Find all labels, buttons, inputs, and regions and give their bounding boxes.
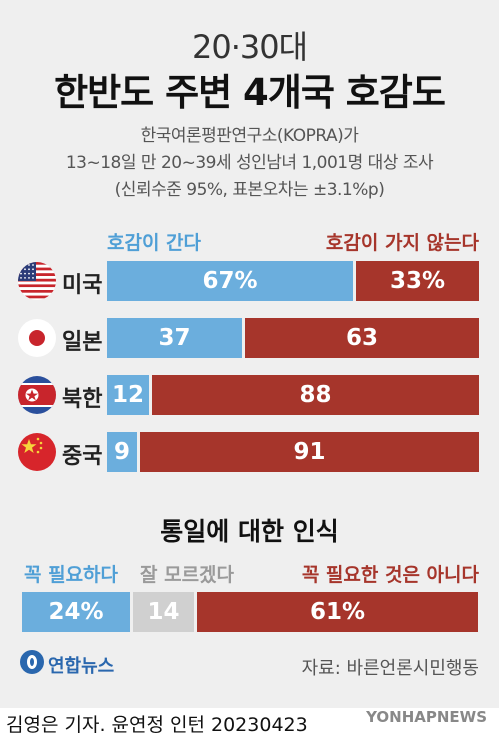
country-bar-row: 9 91 (107, 432, 479, 472)
info-line-3: (신뢰수준 95%, 표본오차는 ±3.1%p) (114, 180, 385, 200)
bar-positive: 37 (107, 318, 242, 358)
bar-negative: 33% (356, 261, 479, 301)
bar-positive: 9 (107, 432, 137, 472)
country-bar-row: 37 63 (107, 318, 479, 358)
country-label: 미국 (62, 273, 103, 298)
info-line-2: 13~18일 만 20~39세 성인남녀 1,001명 대상 조사 (65, 153, 434, 173)
country-bar-row: 67% 33% (107, 261, 479, 301)
source-note: 자료: 바른언론시민행동 (301, 658, 479, 679)
bar-not-necessary: 61% (197, 592, 478, 632)
legend-unsure: 잘 모르겠다 (140, 564, 235, 586)
north-korea-flag-icon (18, 376, 56, 414)
watermark: YONHAPNEWS (366, 708, 487, 726)
unification-bar: 24% 14 61% (22, 592, 478, 632)
legend-positive: 호감이 간다 (107, 232, 202, 254)
china-flag-icon (18, 433, 56, 471)
country-label: 일본 (62, 330, 103, 355)
logo-text: 연합뉴스 (48, 656, 115, 677)
bar-unsure: 14 (133, 592, 194, 632)
info-line-1: 한국여론평판연구소(KOPRA)가 (140, 126, 359, 146)
kicker: 20·30대 (191, 28, 308, 66)
unification-title: 통일에 대한 인식 (160, 517, 339, 546)
bar-positive: 67% (107, 261, 353, 301)
page-title: 한반도 주변 4개국 호감도 (54, 71, 446, 114)
legend-must: 꼭 필요하다 (24, 564, 119, 586)
bar-negative: 63 (245, 318, 479, 358)
country-bar-row: 12 88 (107, 375, 479, 415)
country-label: 북한 (62, 387, 103, 412)
infographic-card: 20·30대 한반도 주변 4개국 호감도 한국여론평판연구소(KOPRA)가 … (0, 0, 499, 708)
japan-flag-icon (18, 319, 56, 357)
bar-negative: 88 (152, 375, 479, 415)
legend-not-necessary: 꼭 필요한 것은 아니다 (301, 564, 479, 586)
usa-flag-icon (18, 262, 56, 300)
country-label: 중국 (62, 444, 103, 469)
yonhap-logo-icon (20, 650, 44, 674)
bar-must: 24% (22, 592, 130, 632)
legend-negative: 호감이 가지 않는다 (325, 232, 479, 254)
bar-positive: 12 (107, 375, 149, 415)
credit-line: 김영은 기자. 윤연정 인턴 20230423 (6, 714, 308, 736)
bar-negative: 91 (140, 432, 479, 472)
